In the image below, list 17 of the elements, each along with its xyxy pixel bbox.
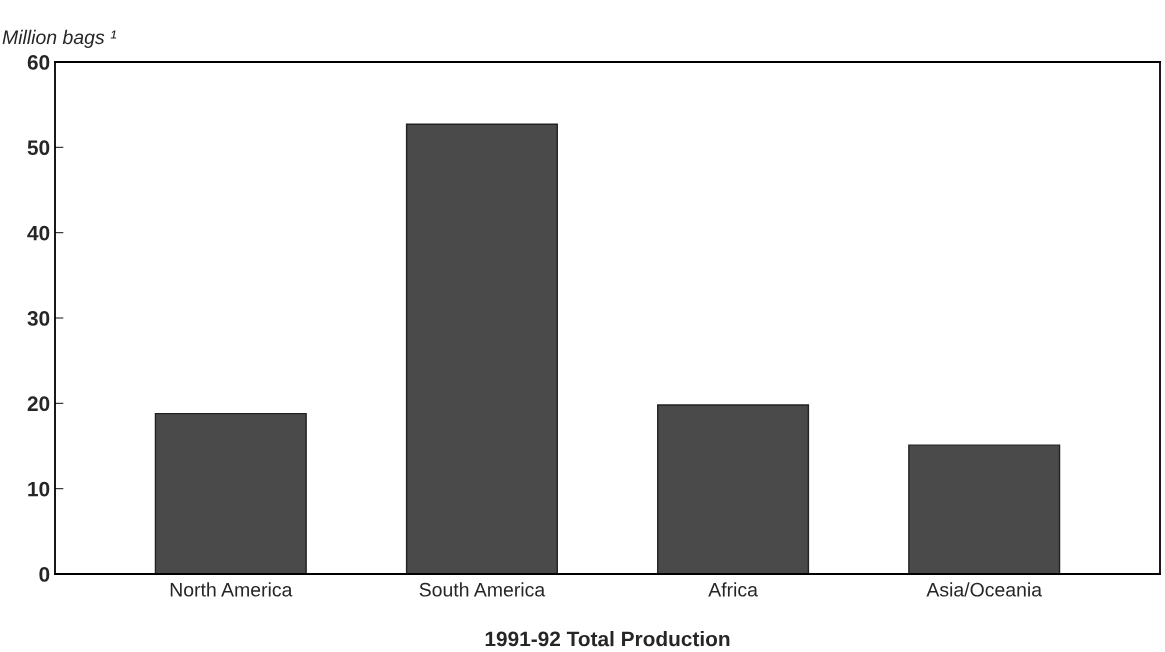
- y-tick-label: 0: [39, 567, 50, 582]
- bar: [154, 412, 307, 574]
- y-tick-label: 30: [27, 311, 50, 326]
- bar: [657, 404, 810, 574]
- y-tick-label: 20: [27, 396, 50, 412]
- x-tick-label: Africa: [708, 582, 758, 597]
- y-tick-label: 10: [28, 481, 50, 497]
- bar: [908, 444, 1061, 574]
- x-tick-label: Asia/Oceania: [926, 582, 1043, 597]
- x-tick-label: North America: [170, 582, 293, 597]
- y-tick-label: 40: [27, 225, 50, 241]
- y-tick-label: 60: [27, 55, 50, 70]
- x-tick-label: South America: [419, 582, 546, 597]
- bar: [405, 123, 558, 574]
- y-axis-title: Million bags ¹: [2, 29, 117, 48]
- y-tick-label: 50: [27, 140, 50, 156]
- x-axis-title: 1991-92 Total Production: [485, 631, 730, 647]
